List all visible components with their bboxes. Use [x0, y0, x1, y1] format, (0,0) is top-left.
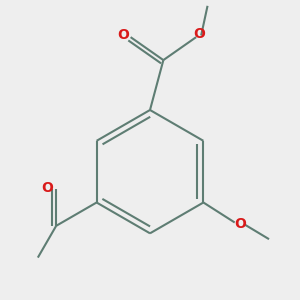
Text: O: O: [42, 181, 53, 195]
Text: O: O: [117, 28, 129, 43]
Text: O: O: [194, 28, 206, 41]
Text: O: O: [234, 217, 246, 231]
